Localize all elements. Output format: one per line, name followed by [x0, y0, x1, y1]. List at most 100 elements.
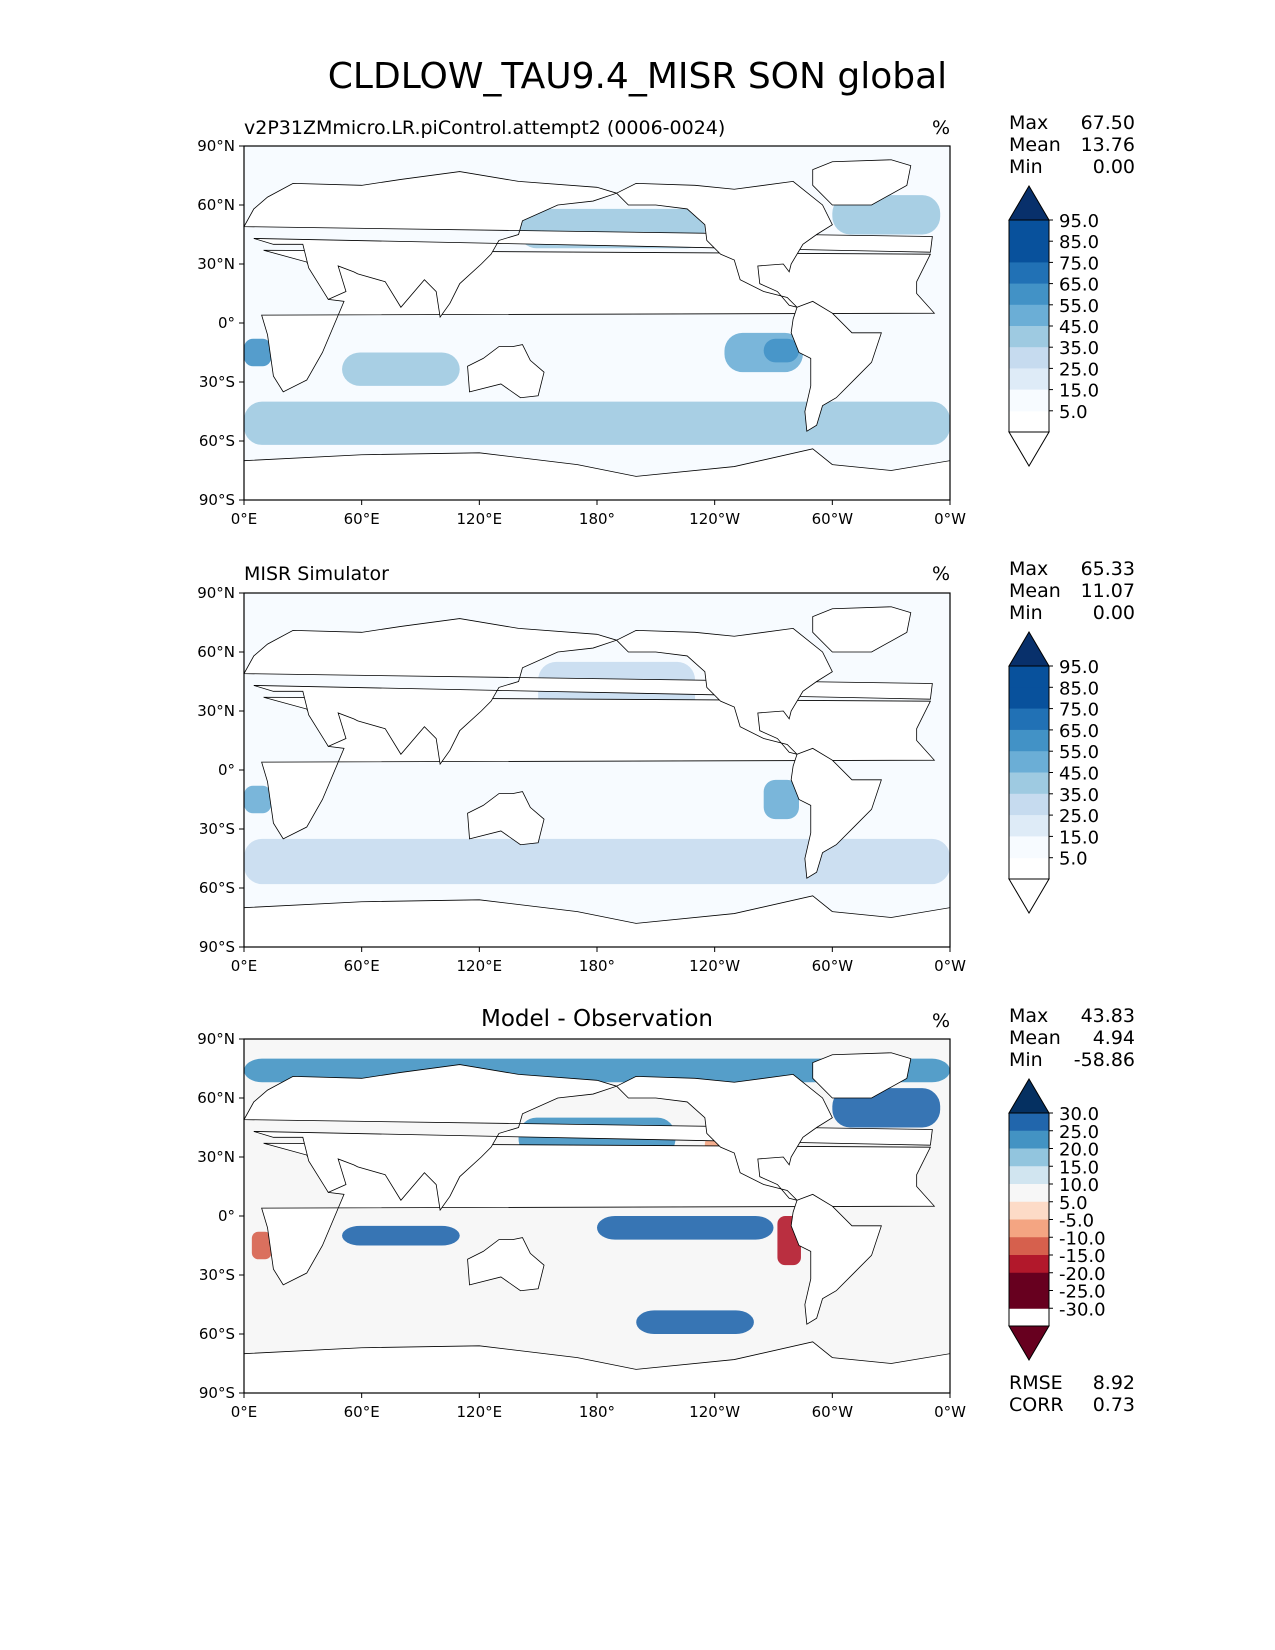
- colorbar-label: 5.0: [1059, 1193, 1088, 1214]
- x-tick-label: 180°: [579, 1403, 615, 1421]
- colorbar-label: 85.0: [1059, 232, 1099, 253]
- colorbar-segment: [1009, 666, 1049, 688]
- panel-1-stats: Max 67.50 Mean 13.76 Min 0.00: [1009, 112, 1135, 178]
- colorbar-segment: [1009, 687, 1049, 710]
- data-region-namibian-stratocumulus: [244, 338, 272, 367]
- colorbar-2: 95.085.075.065.055.045.035.025.015.05.0: [1008, 631, 1099, 914]
- colorbar-extend-top: [1008, 185, 1050, 221]
- data-region-peruvian-stratocumulus: [763, 779, 799, 820]
- colorbar-extend-bottom: [1008, 1325, 1050, 1361]
- y-tick-label: 30°S: [199, 1266, 235, 1284]
- y-tick-label: 60°N: [197, 196, 235, 214]
- coastline-europe-asia: [243, 618, 933, 766]
- coastline-australia: [467, 791, 545, 846]
- colorbar-label: 15.0: [1059, 827, 1099, 848]
- colorbar-label: 30.0: [1059, 1104, 1099, 1125]
- y-tick-label: 90°S: [199, 491, 235, 509]
- y-tick-label: 0°: [218, 1207, 235, 1225]
- map-panel-1: 0°E 60°E 120°E 180° 120°W 60°W 0°W 90°N 60°N 30°N…: [197, 137, 966, 528]
- colorbar-label: 95.0: [1059, 657, 1099, 678]
- colorbar-label: 55.0: [1059, 742, 1099, 763]
- map-panel-3: 0°E 60°E 120°E 180° 120°W 60°W 0°W 90°N 60°N 30°N…: [197, 1030, 966, 1421]
- y-tick-label: 30°S: [199, 820, 235, 838]
- data-region-peruvian-stratocumulus: [763, 338, 799, 363]
- panel-1-units: %: [932, 117, 951, 139]
- data-region-tropical-pacific: [597, 1216, 774, 1240]
- y-tick-label: 90°N: [197, 1030, 235, 1048]
- coastline-australia: [467, 344, 545, 399]
- colorbar-segment: [1009, 262, 1049, 285]
- data-region-south-indian-ocean: [342, 352, 460, 386]
- colorbar-label: -10.0: [1059, 1228, 1106, 1249]
- coastline-greenland: [812, 1052, 912, 1099]
- colorbar-label: 45.0: [1059, 317, 1099, 338]
- colorbar-extend-bottom: [1008, 878, 1050, 914]
- data-region-southern-ocean-band: [244, 401, 950, 445]
- data-region-south-pacific: [636, 1310, 754, 1334]
- colorbar-3: 30.025.020.015.010.05.0-5.0-10.0-15.0-20…: [1008, 1078, 1106, 1361]
- x-tick-label: 0°E: [231, 510, 258, 528]
- colorbar-label: 5.0: [1059, 402, 1088, 423]
- x-tick-label: 120°E: [457, 957, 503, 975]
- colorbar-label: 10.0: [1059, 1175, 1099, 1196]
- panel-3-title: Model - Observation: [480, 1006, 714, 1032]
- x-tick-label: 120°W: [689, 957, 740, 975]
- y-tick-label: 60°N: [197, 643, 235, 661]
- x-tick-label: 60°W: [812, 510, 854, 528]
- x-tick-label: 180°: [579, 957, 615, 975]
- coastline-europe-asia: [243, 171, 933, 319]
- data-region-namibian-stratocumulus: [244, 785, 272, 814]
- colorbar-label: -20.0: [1059, 1264, 1106, 1285]
- y-tick-label: 60°S: [199, 1325, 235, 1343]
- y-tick-label: 0°: [218, 761, 235, 779]
- colorbar-extend-top: [1008, 1078, 1050, 1114]
- x-tick-label: 120°W: [689, 510, 740, 528]
- colorbar-segment: [1009, 751, 1049, 773]
- colorbar-label: 75.0: [1059, 253, 1099, 274]
- colorbar-label: 25.0: [1059, 1122, 1099, 1143]
- y-tick-label: 60°S: [199, 432, 235, 450]
- coastline-north-america: [615, 1073, 833, 1202]
- data-region-southern-ocean-band: [244, 838, 950, 885]
- colorbar-segment: [1009, 1290, 1049, 1309]
- colorbar-segment: [1009, 1184, 1049, 1203]
- colorbar-segment: [1009, 283, 1049, 306]
- x-tick-label: 0°W: [934, 510, 966, 528]
- y-tick-label: 90°S: [199, 938, 235, 956]
- data-region-namibia-coast: [251, 1231, 272, 1260]
- x-tick-label: 120°W: [689, 1403, 740, 1421]
- colorbar-segment: [1009, 1148, 1049, 1167]
- colorbar-segment: [1009, 815, 1049, 837]
- panel-2-title: MISR Simulator: [244, 563, 389, 585]
- x-tick-label: 60°W: [812, 1403, 854, 1421]
- colorbar-segment: [1009, 729, 1049, 752]
- y-tick-label: 90°S: [199, 1384, 235, 1402]
- colorbar-label: 35.0: [1059, 338, 1099, 359]
- map-panel-2: 0°E 60°E 120°E 180° 120°W 60°W 0°W 90°N 60°N 30°N…: [197, 584, 966, 975]
- x-tick-label: 0°E: [231, 957, 258, 975]
- y-tick-label: 90°N: [197, 584, 235, 602]
- coastline-europe-asia: [243, 1064, 933, 1212]
- colorbar-label: 25.0: [1059, 359, 1099, 380]
- x-tick-label: 0°W: [934, 1403, 966, 1421]
- colorbar-label: 45.0: [1059, 764, 1099, 785]
- colorbar-label: -25.0: [1059, 1282, 1106, 1303]
- colorbar-label: 85.0: [1059, 678, 1099, 699]
- panel-3-units: %: [932, 1010, 951, 1032]
- colorbar-segment: [1009, 708, 1049, 731]
- colorbar-segment: [1009, 1255, 1049, 1274]
- y-tick-label: 30°S: [199, 373, 235, 391]
- colorbar-segment: [1009, 347, 1049, 369]
- x-tick-label: 60°W: [812, 957, 854, 975]
- data-region-indian-ocean-band: [342, 1225, 460, 1246]
- x-tick-label: 180°: [579, 510, 615, 528]
- colorbar-label: 15.0: [1059, 1157, 1099, 1178]
- x-tick-label: 120°E: [457, 1403, 503, 1421]
- x-tick-label: 60°E: [344, 510, 380, 528]
- colorbar-segment: [1009, 1166, 1049, 1185]
- coastline-north-america: [615, 627, 833, 756]
- colorbar-label: 55.0: [1059, 296, 1099, 317]
- figure-title: CLDLOW_TAU9.4_MISR SON global: [327, 56, 948, 97]
- y-tick-label: 30°N: [197, 702, 235, 720]
- colorbar-label: 5.0: [1059, 849, 1088, 870]
